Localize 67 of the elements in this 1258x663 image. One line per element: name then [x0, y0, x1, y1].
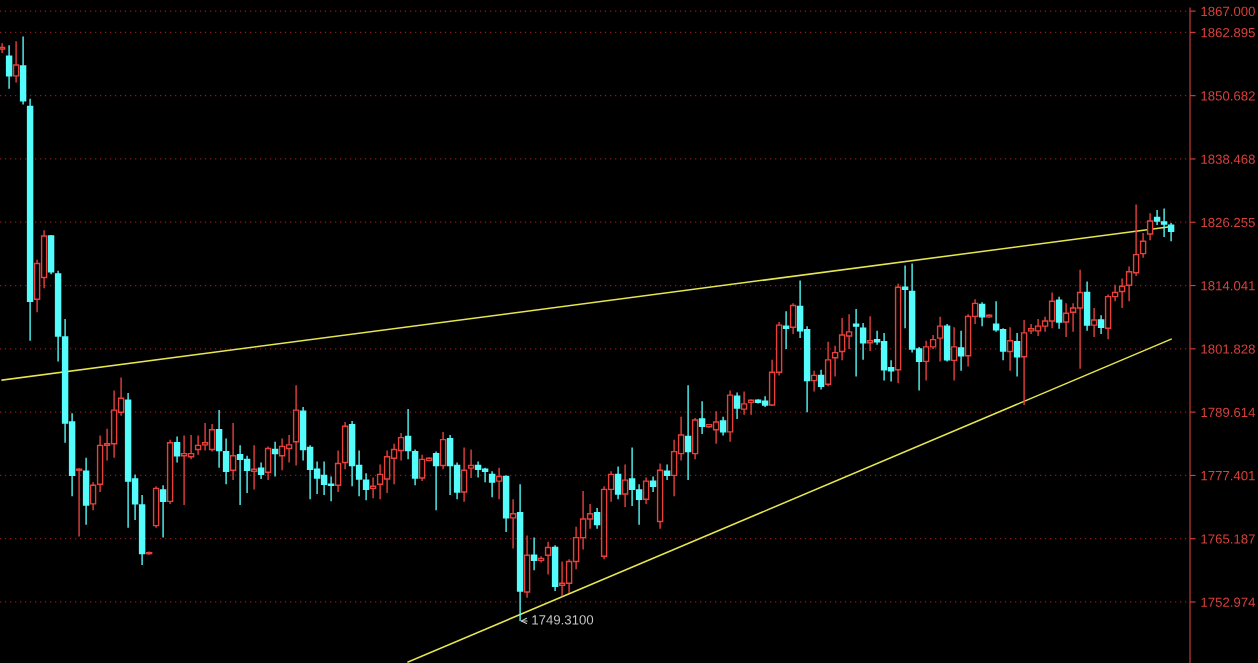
- candlestick: [978, 301, 986, 327]
- candlestick: [404, 408, 412, 461]
- y-tick-label: 1850.682: [1201, 91, 1255, 101]
- y-tick-label: 1801.828: [1201, 344, 1255, 354]
- candlestick: [1146, 212, 1154, 241]
- y-tick-label: 1867.000: [1201, 6, 1255, 17]
- candlestick: [159, 484, 167, 539]
- candlestick: [859, 322, 867, 361]
- candlestick: [642, 476, 650, 505]
- candlestick: [698, 400, 706, 435]
- candlestick: [369, 476, 377, 499]
- y-tick-label: 1814.041: [1201, 281, 1255, 291]
- candlestick: [733, 391, 741, 420]
- candlestick: [467, 448, 475, 479]
- candlestick: [89, 481, 97, 511]
- candlestick: [460, 446, 468, 503]
- candlestick: [740, 390, 748, 416]
- candlestick: [831, 345, 839, 378]
- candlestick: [12, 40, 20, 84]
- candlestick: [334, 449, 342, 493]
- y-tick-label: 1765.187: [1201, 534, 1255, 544]
- candlestick: [621, 463, 629, 508]
- candlestick: [1139, 232, 1147, 259]
- y-tick-label: 1777.401: [1201, 470, 1255, 481]
- candlestick: [215, 409, 223, 469]
- candlestick: [530, 536, 538, 571]
- y-tick-label: 1752.974: [1201, 597, 1256, 607]
- candlestick: [495, 466, 503, 500]
- candlestick: [1020, 319, 1028, 406]
- candlestick: [614, 465, 622, 500]
- y-tick-label: 1789.614: [1201, 407, 1256, 418]
- candlestick: [509, 498, 517, 550]
- candlestick: [1055, 295, 1063, 330]
- candlestick: [810, 370, 818, 393]
- candlestick: [782, 310, 790, 350]
- candlestick: [229, 422, 237, 481]
- candlestick: [5, 44, 13, 90]
- candlestick: [0, 42, 6, 54]
- candlestick: [789, 302, 797, 335]
- candlestick: [488, 470, 496, 498]
- candlestick: [747, 398, 755, 416]
- candlestick: [1097, 314, 1105, 335]
- candlestick: [817, 369, 825, 391]
- candlestick: [1006, 326, 1014, 372]
- candlestick: [250, 444, 258, 491]
- candlestick: [852, 308, 860, 378]
- candlestick: [950, 326, 958, 382]
- candlestick: [264, 445, 272, 481]
- candlestick: [1090, 307, 1098, 338]
- candlestick: [1013, 332, 1021, 378]
- candlestick: [936, 316, 944, 363]
- candlestick: [684, 384, 692, 481]
- candlestick: [173, 435, 181, 464]
- candlestick: [593, 507, 601, 530]
- candlestick: [432, 450, 440, 511]
- annotation: 1749.3100: [532, 615, 594, 625]
- y-tick-label: 1838.468: [1201, 154, 1255, 164]
- candlestick: [1062, 302, 1070, 338]
- candlestick: [957, 330, 965, 372]
- candlestick: [544, 541, 552, 576]
- candlestick: [901, 264, 909, 329]
- candlestick: [719, 416, 727, 437]
- y-tick-label: 1862.895: [1201, 27, 1255, 38]
- y-tick-label: 1826.255: [1201, 217, 1255, 228]
- candlestick: [866, 315, 874, 352]
- candlestick: [1118, 277, 1126, 309]
- candlestick: [222, 437, 230, 485]
